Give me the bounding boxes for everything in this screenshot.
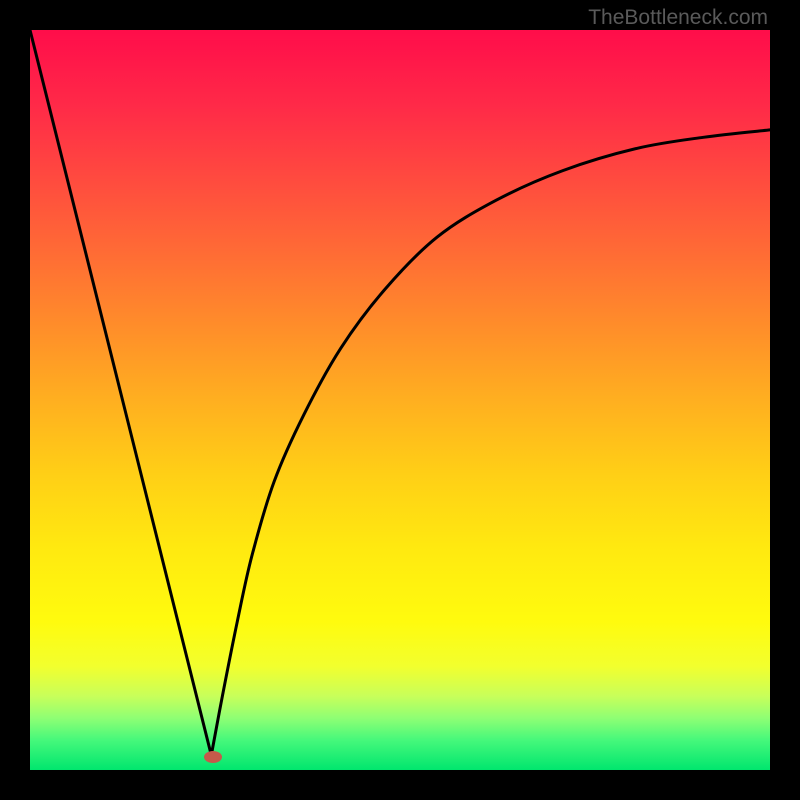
bottleneck-curve bbox=[30, 30, 770, 755]
curve-layer bbox=[30, 30, 770, 770]
plot-area bbox=[30, 30, 770, 770]
watermark-text: TheBottleneck.com bbox=[588, 6, 768, 30]
